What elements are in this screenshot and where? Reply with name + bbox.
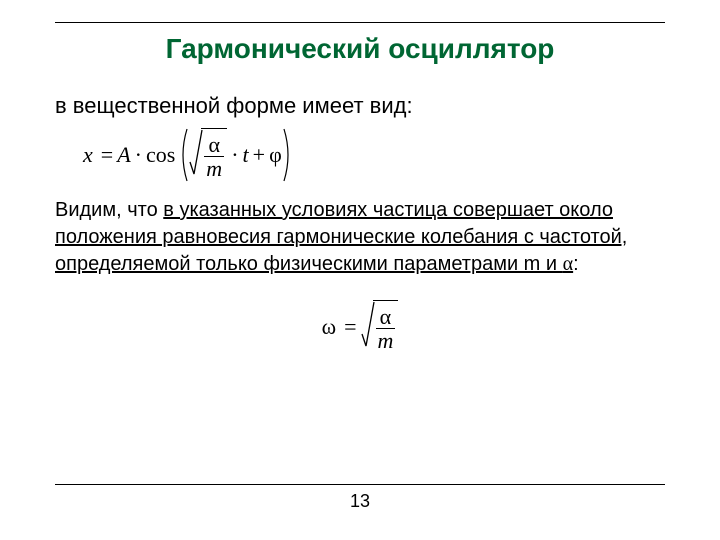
f1-sqrt: α m: [189, 128, 227, 182]
f1-plus: +: [249, 142, 269, 168]
f1-frac-den: m: [204, 156, 224, 180]
f1-cos: cos: [146, 142, 177, 168]
f1-phi: φ: [269, 142, 282, 168]
slide-title: Гармонический осциллятор: [55, 33, 665, 65]
top-rule: [55, 22, 665, 23]
obs-suffix: :: [573, 253, 579, 275]
f1-lhs: x: [83, 142, 97, 168]
obs-prefix: Видим, что: [55, 199, 163, 221]
f2-frac-num: α: [378, 305, 394, 328]
slide: Гармонический осциллятор в вещественной …: [0, 0, 720, 540]
f2-frac: α m: [376, 305, 396, 352]
f1-A: A: [117, 142, 130, 168]
obs-alpha: α: [563, 253, 573, 275]
f1-eq: =: [97, 142, 117, 168]
observation-text: Видим, что в указанных условиях частица …: [55, 197, 645, 278]
f1-frac-num: α: [206, 133, 222, 156]
f1-dot: ·: [131, 142, 146, 168]
f1-close-paren: [282, 127, 294, 183]
formula-x: x = A · cos α m · t + φ: [83, 127, 665, 183]
page-number: 13: [0, 491, 720, 512]
f2-eq: =: [340, 314, 360, 340]
f1-dot2: ·: [227, 142, 242, 168]
formula-omega: ω = α m: [55, 300, 665, 354]
f2-frac-den: m: [376, 328, 396, 352]
lead-text: в вещественной форме имеет вид:: [55, 93, 665, 119]
bottom-rule: [55, 484, 665, 485]
f1-open-paren: [177, 127, 189, 183]
f2-lhs: ω: [322, 314, 340, 340]
f1-frac: α m: [204, 133, 224, 180]
f2-sqrt: α m: [361, 300, 399, 354]
